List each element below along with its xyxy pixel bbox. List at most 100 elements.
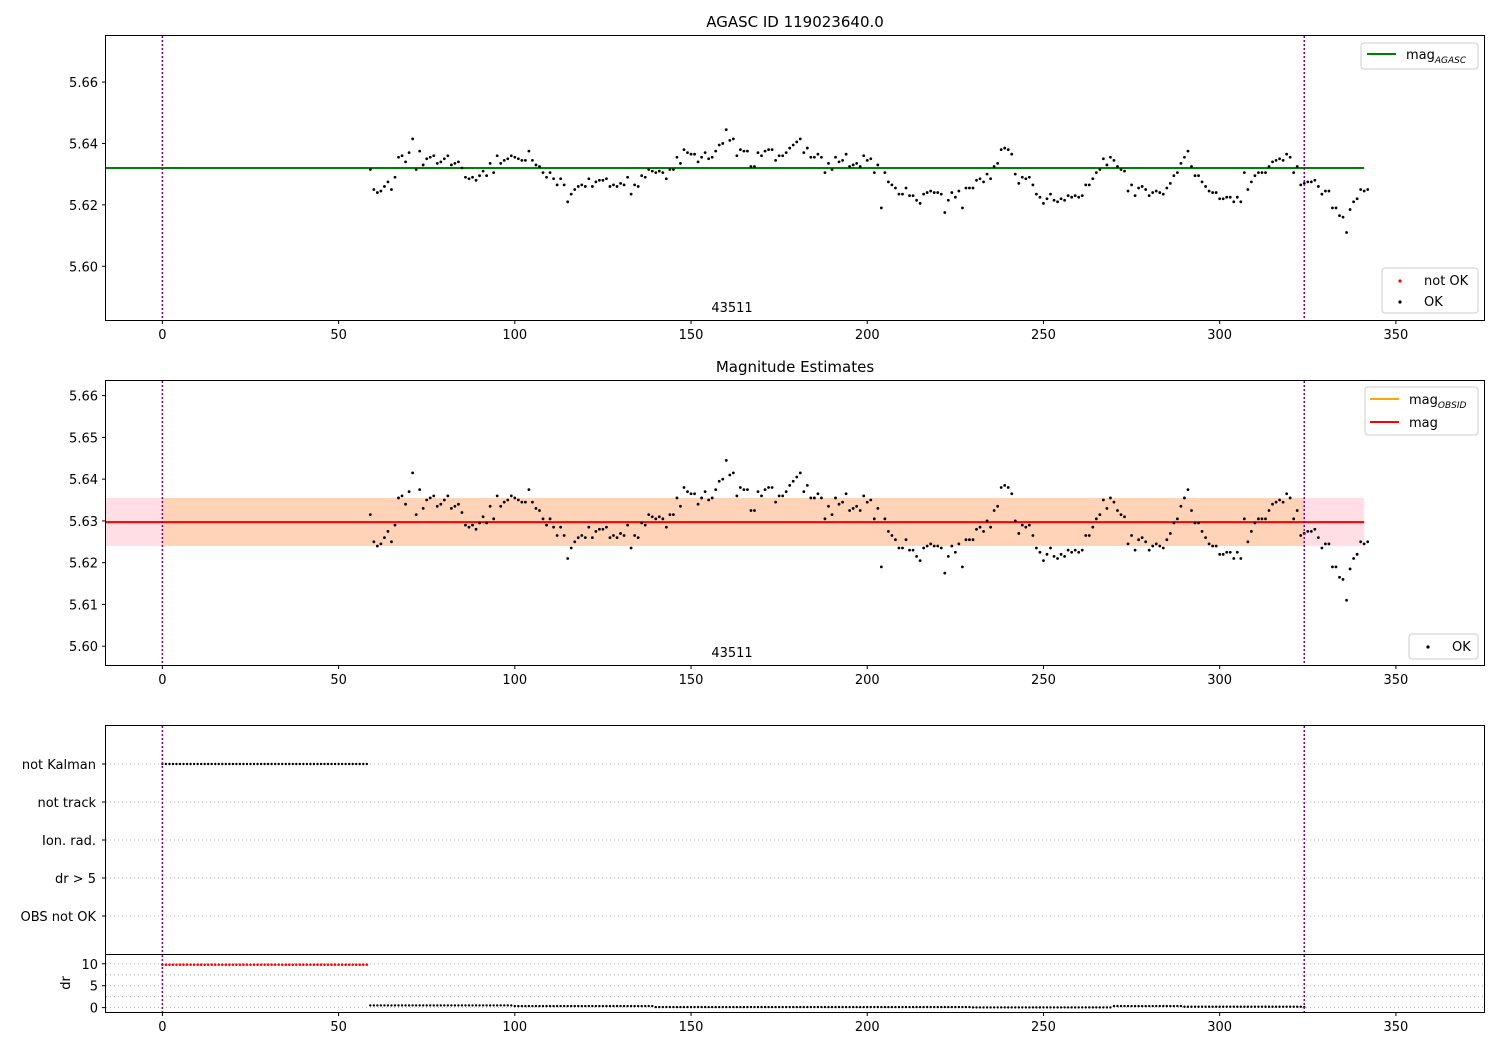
mag-point — [964, 538, 968, 542]
panel-agasc-title: AGASC ID 119023640.0 — [706, 13, 884, 31]
dr-point-not-ok — [312, 963, 316, 966]
dr-point-ok — [858, 1005, 862, 1009]
mag-point — [1175, 517, 1179, 521]
mag-point — [1109, 155, 1112, 159]
mag-point — [717, 479, 721, 483]
mag-point — [869, 498, 873, 502]
panel-agasc-x-axis: 0 50 100 150 200 250 300 350 — [158, 320, 1408, 343]
mag-point — [598, 178, 601, 182]
dr-point-ok — [1098, 1006, 1102, 1009]
dr-point-not-ok — [277, 963, 280, 966]
mag-point — [1130, 183, 1133, 187]
y-tick-label: 5.64 — [69, 137, 98, 152]
mag-point — [453, 504, 457, 508]
mag-point — [1327, 542, 1331, 546]
mag-point — [827, 162, 830, 165]
mag-point — [1144, 188, 1148, 191]
dr-point-ok — [414, 1004, 418, 1007]
mag-point — [707, 498, 711, 502]
mag-point — [647, 168, 651, 171]
mag-point — [1316, 536, 1320, 540]
dr-point-ok — [506, 1004, 509, 1007]
mag-point — [1101, 157, 1105, 161]
mag-point — [1056, 200, 1059, 204]
dr-point-ok — [710, 1005, 714, 1009]
mag-point — [576, 185, 580, 188]
mag-point — [650, 515, 654, 519]
dr-point-ok — [915, 1005, 918, 1009]
mag-point — [428, 155, 432, 159]
dr-point-ok — [439, 1004, 443, 1007]
dr-point-ok — [1197, 1005, 1200, 1008]
dr-point-ok — [1109, 1006, 1112, 1009]
mag-point — [1274, 500, 1278, 504]
dr-point-ok — [1243, 1005, 1246, 1008]
mag-point — [1299, 534, 1303, 537]
mag-point — [657, 169, 661, 173]
mag-point — [495, 494, 499, 498]
dr-point-ok — [925, 1005, 929, 1009]
mag-point — [1017, 181, 1021, 185]
dr-point-ok — [1211, 1005, 1214, 1008]
mag-point — [911, 548, 915, 552]
mag-point — [721, 477, 725, 481]
mag-point — [911, 194, 915, 198]
dr-point-ok — [548, 1004, 552, 1008]
mag-point — [1073, 194, 1077, 198]
legend-mag-agasc-base: mag — [1406, 48, 1435, 63]
dr-point-not-ok — [168, 963, 171, 966]
mag-point — [1281, 500, 1285, 504]
dr-point-not-ok — [347, 963, 351, 966]
mag-point — [1281, 158, 1285, 162]
dr-point-ok — [1144, 1004, 1147, 1008]
mag-point — [506, 498, 510, 502]
mag-point — [464, 523, 467, 527]
dr-point-ok — [781, 1005, 784, 1009]
mag-point — [869, 157, 873, 161]
mag-point — [682, 148, 686, 152]
mag-point — [1035, 546, 1038, 550]
mag-point — [368, 513, 372, 517]
flag-point — [242, 762, 245, 766]
mag-point — [1183, 496, 1186, 500]
mag-point — [686, 490, 689, 494]
mag-point — [594, 180, 598, 184]
mag-point — [1031, 534, 1035, 537]
dr-point-ok — [837, 1005, 841, 1009]
mag-point — [1249, 529, 1253, 533]
dr-point-ok — [1165, 1004, 1169, 1008]
dr-point-not-ok — [340, 963, 344, 966]
dr-point-ok — [594, 1004, 598, 1008]
mag-point — [795, 475, 799, 479]
flag-category-label: not Kalman — [22, 758, 96, 773]
mag-point — [541, 517, 545, 521]
dr-point-ok — [933, 1005, 936, 1009]
dr-point-ok — [675, 1005, 679, 1009]
dr-point-ok — [954, 1005, 957, 1009]
mag-point — [858, 165, 862, 168]
dr-point-not-ok — [256, 963, 259, 966]
dr-point-ok — [1028, 1006, 1031, 1009]
dr-point-ok — [989, 1006, 992, 1009]
dr-point-ok — [485, 1004, 488, 1007]
dr-point-ok — [975, 1006, 978, 1009]
mag-point — [1232, 200, 1236, 204]
dr-point-ok — [746, 1005, 749, 1009]
flag-point — [199, 762, 203, 766]
legend-mag-label: mag — [1409, 416, 1438, 431]
mag-point — [1105, 506, 1109, 510]
mag-point — [1010, 492, 1014, 496]
dr-point-ok — [918, 1005, 922, 1009]
mag-point — [1348, 567, 1352, 571]
dr-point-ok — [904, 1005, 908, 1009]
flag-point — [196, 762, 199, 766]
dr-point-ok — [1014, 1006, 1017, 1009]
dr-point-ok — [982, 1006, 985, 1009]
mag-point — [619, 532, 622, 535]
dr-point-ok — [598, 1004, 601, 1008]
mag-point — [471, 175, 474, 179]
mag-point — [664, 525, 668, 529]
mag-point — [827, 504, 830, 508]
mag-point — [1218, 552, 1222, 556]
mag-point — [953, 195, 957, 199]
